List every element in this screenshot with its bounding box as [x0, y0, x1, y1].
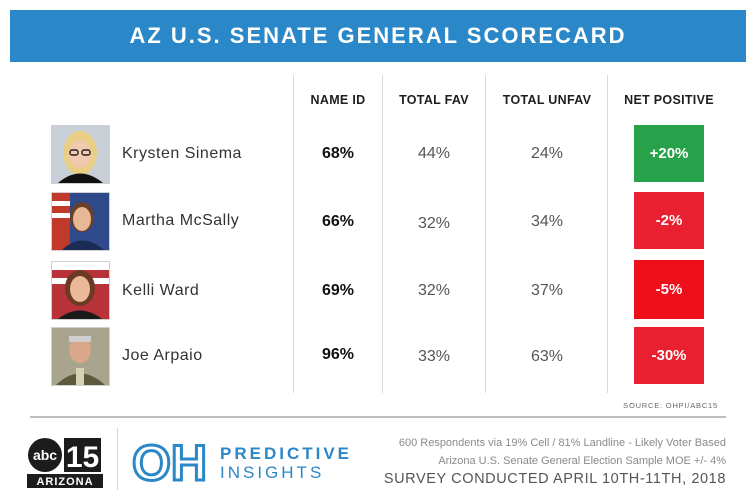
candidate-photo-arpaio — [51, 327, 110, 386]
table-row: Joe Arpaio 96% 33% 63% -30% — [0, 326, 756, 388]
name-id-value: 96% — [321, 346, 355, 363]
name-id-value: 68% — [321, 145, 355, 162]
net-positive-badge: -30% — [634, 327, 704, 384]
total-unfav-value: 24% — [530, 145, 564, 162]
column-divider — [293, 75, 294, 393]
total-fav-value: 32% — [417, 215, 451, 232]
abc15-arizona-logo: abc 15 ARIZONA — [27, 436, 103, 488]
oh-logo-mark: OH — [132, 436, 209, 486]
logo-separator — [117, 428, 118, 490]
source-note: SOURCE: OHPI/ABC15 — [623, 401, 718, 410]
header-total-unfav: TOTAL UNFAV — [502, 93, 592, 107]
header-total-fav: TOTAL FAV — [399, 93, 469, 107]
abc-text: abc — [33, 447, 57, 463]
total-unfav-value: 34% — [530, 213, 564, 230]
net-positive-value: -30% — [651, 347, 687, 364]
net-positive-badge: -2% — [634, 192, 704, 249]
net-positive-value: -2% — [655, 212, 683, 229]
candidate-name: Krysten Sinema — [122, 145, 242, 162]
ohpi-brand-subtitle: INSIGHTS — [220, 463, 325, 482]
total-fav-value: 33% — [417, 348, 451, 365]
total-unfav-value: 63% — [530, 348, 564, 365]
station-label: ARIZONA — [36, 476, 93, 488]
candidate-name: Joe Arpaio — [122, 347, 203, 364]
methodology-note: 600 Respondents via 19% Cell / 81% Landl… — [398, 437, 726, 449]
channel-number: 15 — [66, 441, 99, 474]
table-row: Kelli Ward 69% 32% 37% -5% — [0, 260, 756, 322]
candidate-name: Martha McSally — [122, 212, 240, 229]
header-net-positive: NET POSITIVE — [624, 93, 714, 107]
column-divider — [607, 75, 608, 393]
survey-dates: SURVEY CONDUCTED APRIL 10TH-11TH, 2018 — [383, 471, 726, 487]
header-name-id: NAME ID — [310, 93, 366, 107]
scorecard-title: AZ U.S. SENATE GENERAL SCORECARD — [129, 23, 627, 48]
net-positive-badge: -5% — [634, 260, 704, 319]
column-divider — [485, 75, 486, 393]
name-id-value: 69% — [321, 282, 355, 299]
column-divider — [382, 75, 383, 393]
ohpi-brand-name: PREDICTIVE — [220, 444, 353, 463]
candidate-name: Kelli Ward — [122, 282, 200, 299]
net-positive-value: -5% — [655, 281, 683, 298]
table-row: Krysten Sinema 68% 44% 24% +20% — [0, 124, 756, 186]
candidate-photo-mcsally — [51, 192, 110, 251]
name-id-value: 66% — [321, 213, 355, 230]
candidate-photo-ward — [51, 261, 110, 320]
total-fav-value: 44% — [417, 145, 451, 162]
table-row: Martha McSally 66% 32% 34% -2% — [0, 191, 756, 253]
footer-divider — [30, 416, 726, 418]
net-positive-badge: +20% — [634, 125, 704, 182]
sample-note: Arizona U.S. Senate General Election Sam… — [438, 455, 726, 467]
net-positive-value: +20% — [649, 145, 689, 162]
scorecard-title-banner: AZ U.S. SENATE GENERAL SCORECARD — [10, 10, 746, 62]
oh-letters: OH — [132, 436, 207, 486]
candidate-photo-sinema — [51, 125, 110, 184]
total-fav-value: 32% — [417, 282, 451, 299]
total-unfav-value: 37% — [530, 282, 564, 299]
